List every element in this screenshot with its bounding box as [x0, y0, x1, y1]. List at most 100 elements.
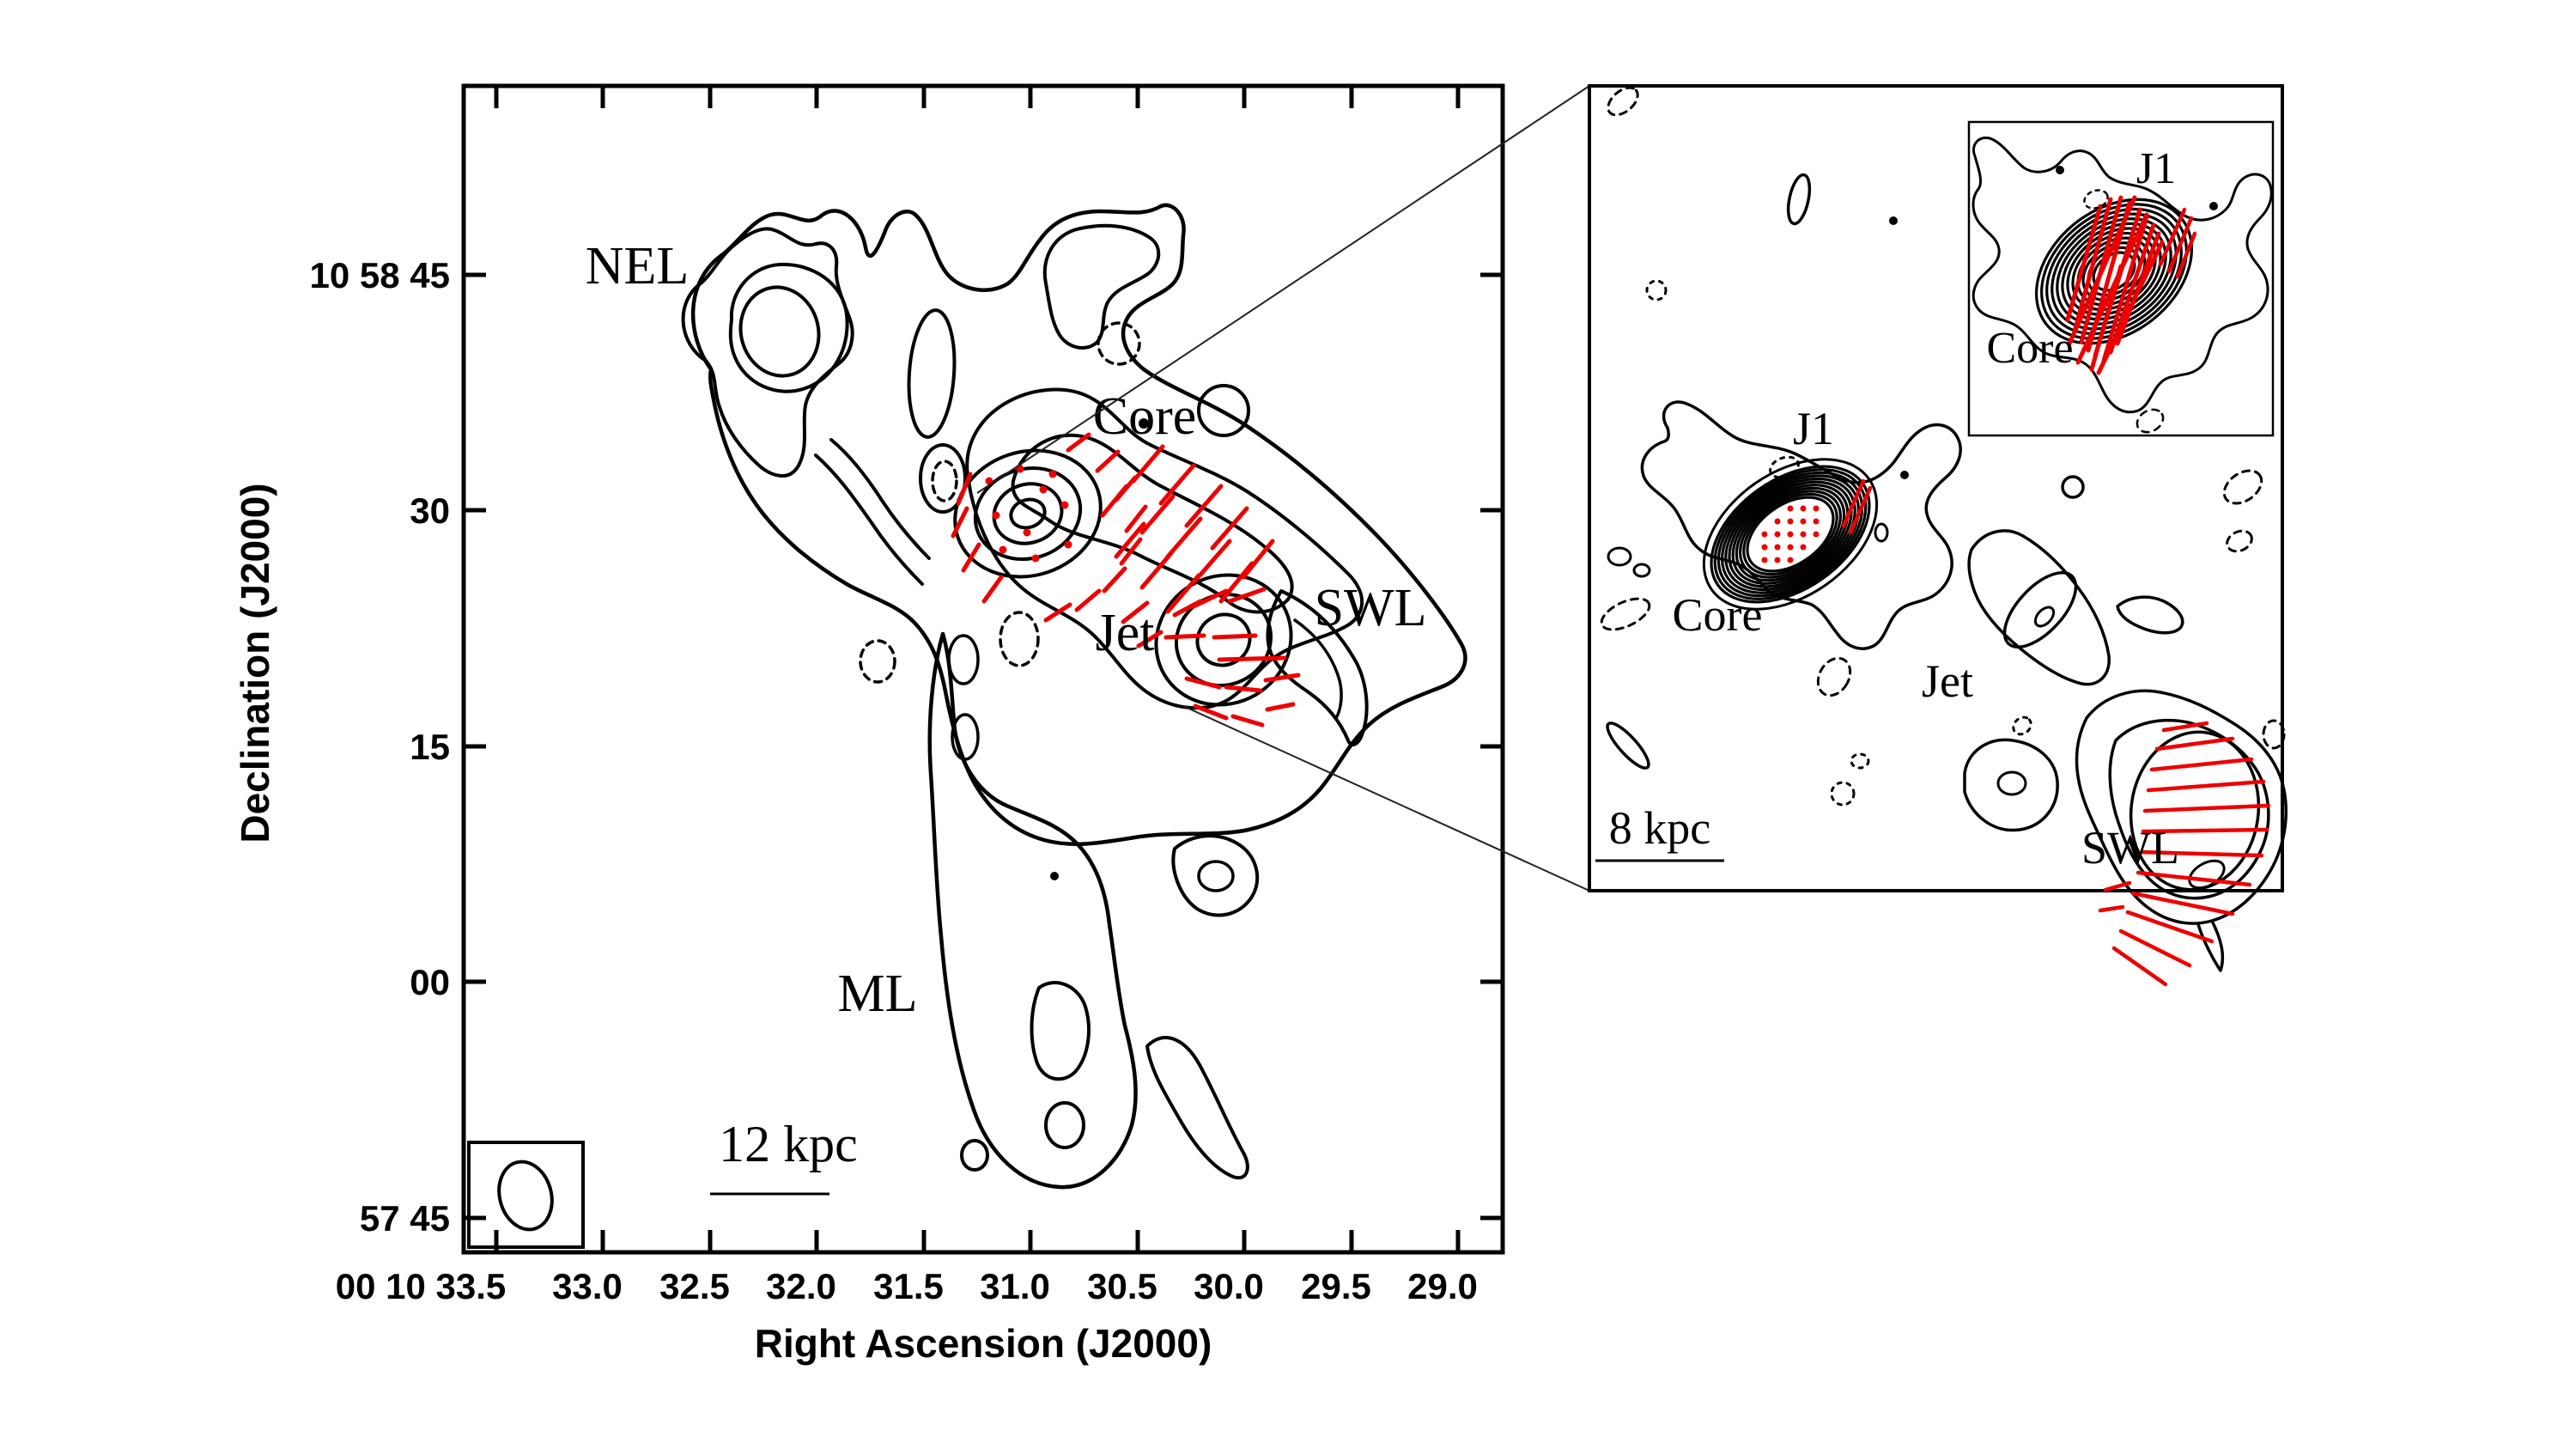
callout-line: [976, 85, 1590, 494]
swl-outer: [2075, 689, 2287, 925]
x-tick-label: 31.5: [873, 1266, 944, 1306]
braid-hole: [947, 634, 980, 685]
swl-horn-inner: [1293, 618, 1343, 720]
polarization-vector: [1184, 676, 1222, 690]
polarization-vector: [1158, 463, 1196, 506]
polarization-vector: [1043, 602, 1072, 623]
polarization-vector: [2139, 849, 2264, 858]
contour-ring: [992, 482, 1064, 545]
polarization-dot: [1031, 554, 1040, 563]
polarization-dot: [1800, 544, 1807, 551]
contour-ring: [1724, 477, 1856, 592]
polarization-vector: [1193, 539, 1232, 583]
polarization-vector: [2149, 757, 2254, 772]
ml-small-ring: [960, 1139, 989, 1172]
core-polarization-bundle: [2096, 240, 2165, 375]
polarization-dot: [1813, 518, 1820, 525]
polarization-dot: [1774, 544, 1781, 551]
contour-ring: [1716, 471, 1864, 598]
swl-level3: [2129, 730, 2261, 892]
core-polarization-bundle: [2101, 214, 2149, 363]
polarization-vector: [1102, 566, 1127, 594]
polarization-vector: [1100, 484, 1129, 518]
zoom-label-jet: Jet: [1922, 655, 1973, 707]
core-dot-grid: [1761, 505, 1820, 563]
x-tick-label: 30.0: [1194, 1266, 1264, 1306]
contour-ring: [1721, 474, 1860, 594]
core-polarization-bundle: [2089, 264, 2123, 372]
polarization-dot: [1787, 531, 1794, 538]
y-axis-title: Declination (J2000): [233, 483, 277, 843]
contour-ring: [2050, 212, 2178, 331]
polarization-dot: [1761, 544, 1768, 551]
core-polarization-bundle: [2075, 212, 2149, 365]
polarization-vector: [2136, 870, 2252, 887]
jet-band: [1967, 529, 2111, 686]
polarization-vector: [956, 472, 973, 506]
y-tick-label: 30: [410, 490, 450, 531]
polarization-vector: [1114, 521, 1146, 559]
banana-blob: [2116, 595, 2184, 635]
nel-ring: [728, 262, 849, 393]
polarization-vector: [1165, 573, 1201, 614]
polarization-vector: [1136, 630, 1163, 648]
y-tick-label: 15: [410, 727, 450, 767]
beam-box: [467, 1141, 585, 1249]
polarization-vector: [1074, 588, 1102, 612]
negative-contour: [1607, 86, 1639, 117]
core-inset-box: [1967, 120, 2275, 437]
bridge-arm: [829, 438, 931, 560]
nel-inner-ring: [738, 285, 821, 378]
polarization-dot: [1064, 540, 1072, 549]
polarization-dot: [1800, 531, 1807, 538]
negative-contour: [931, 460, 958, 502]
mid-blob-ring: [1996, 770, 2027, 796]
inset-label-core: Core: [1986, 324, 2073, 373]
polarization-vector: [2118, 928, 2192, 968]
x-tick-label: 30.5: [1087, 1266, 1157, 1306]
polarization-vector: [1210, 506, 1249, 551]
contour-lines: [681, 203, 1467, 1190]
nel-contour: [681, 227, 854, 478]
core-rings: [953, 448, 1103, 579]
polarization-vector: [2130, 891, 2235, 916]
polarization-dot: [1787, 518, 1794, 525]
negative-contour: [2226, 529, 2253, 553]
swl-horn: [1266, 589, 1369, 747]
negative-contour: [2136, 408, 2165, 434]
zoom-panel: J1 Core Jet SWL 8 kpc J1 Core: [1588, 84, 2287, 987]
polarization-vector: [2161, 721, 2209, 733]
polarization-vector: [1848, 485, 1873, 535]
polarization-dot: [1813, 505, 1820, 512]
x-tick-label: 32.5: [659, 1266, 730, 1306]
polarization-vector: [2098, 904, 2125, 913]
polarization-dot: [1787, 544, 1794, 551]
polarization-dot: [1060, 501, 1069, 509]
contour-ring: [1742, 492, 1838, 576]
contour-ring: [1735, 486, 1846, 582]
y-tick-label: 10 58 45: [310, 255, 451, 295]
polarization-dot: [1813, 531, 1820, 538]
jet-band-core: [2033, 606, 2056, 628]
swl-level2: [2108, 718, 2270, 900]
bridge-small-ring: [919, 443, 967, 514]
core-jet-envelope: [965, 387, 1364, 710]
polarization-vector: [1066, 432, 1091, 453]
polarization-vector: [951, 506, 969, 539]
region-label-ml: ML: [838, 965, 918, 1023]
x-tick-label: 32.0: [766, 1266, 836, 1306]
north-lobe-contour: [1042, 223, 1161, 350]
main-contour-map: 12 kpc NEL Core Jet SWL ML 10 58 45 30 1…: [233, 83, 1505, 1366]
contour-ring: [1738, 490, 1843, 579]
polarization-dot: [999, 545, 1007, 554]
scale-bar-label: 8 kpc: [1609, 802, 1710, 854]
noise-blob: [2188, 859, 2226, 890]
y-tick-label: 00: [410, 962, 450, 1002]
point-source-dot: [1889, 216, 1898, 225]
noise-blob: [1786, 173, 1812, 226]
j1-polarization-vector: [2175, 231, 2197, 279]
polarization-vector: [2111, 946, 2168, 987]
axis-ticks: [464, 86, 1503, 1252]
contour-ring: [1195, 612, 1252, 667]
